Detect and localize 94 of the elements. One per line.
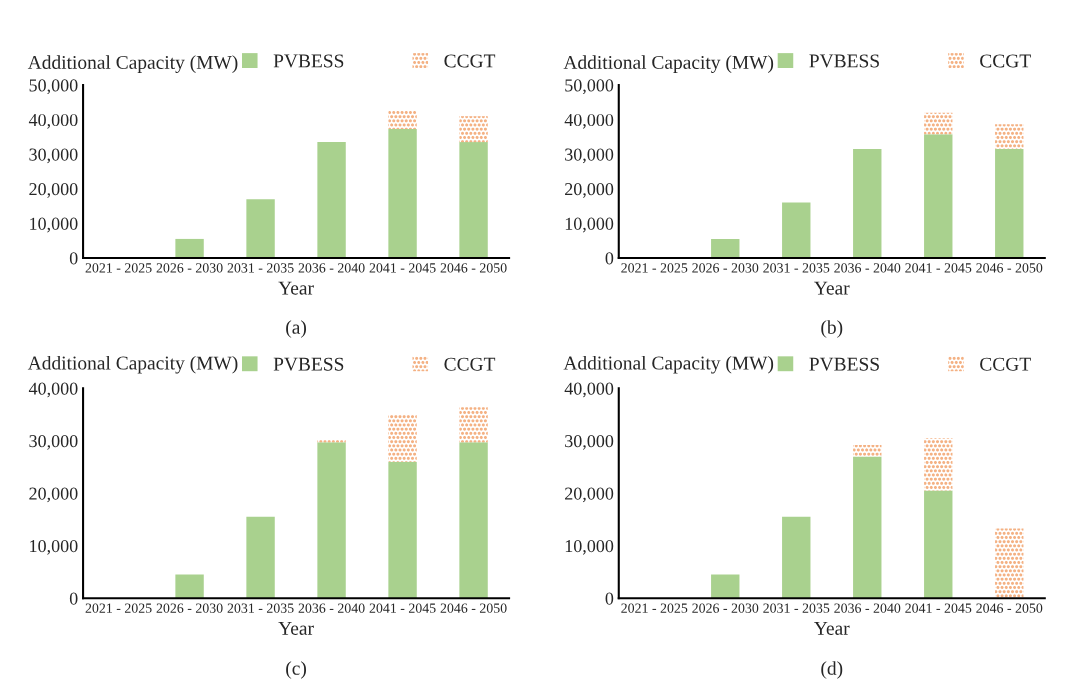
- y-tick-label: 0: [69, 252, 78, 265]
- x-tick-label: 2021 - 2025: [621, 263, 688, 273]
- y-tick-label: 30,000: [29, 148, 78, 164]
- y-tick-label: 40,000: [28, 382, 78, 398]
- bar: [711, 574, 740, 599]
- legend-label: CCGT: [980, 357, 1031, 371]
- bar: [459, 142, 488, 258]
- y-tick-label: 10,000: [30, 539, 78, 555]
- x-tick-label: 2041 - 2045: [905, 603, 972, 613]
- text: (c): [286, 661, 307, 679]
- y-tick-label: 0: [605, 592, 614, 605]
- x-tick-label: 2026 - 2030: [156, 263, 223, 273]
- bar: [853, 456, 882, 599]
- bar: [175, 574, 204, 599]
- x-tick-label: 2041 - 2045: [369, 263, 436, 273]
- y-axis-title: Additional Capacity (MW): [27, 355, 238, 374]
- bar: [782, 516, 811, 599]
- y-tick-label: 10,000: [565, 217, 614, 233]
- x-tick-label: 2026 - 2030: [692, 603, 759, 613]
- text: (a): [286, 320, 307, 338]
- x-tick-label: 2046 - 2050: [976, 263, 1043, 273]
- x-axis-title: Year: [278, 281, 314, 295]
- bar: [246, 516, 275, 599]
- y-tick-label: 30,000: [29, 435, 78, 450]
- x-tick-label: 2041 - 2045: [369, 603, 436, 613]
- x-axis-title: Year: [814, 621, 850, 635]
- bar: [924, 438, 953, 491]
- y-axis-title: Additional Capacity (MW): [563, 355, 774, 374]
- x-tick-label: 2036 - 2040: [834, 263, 901, 273]
- bar: [459, 116, 488, 143]
- x-tick-label: 2021 - 2025: [85, 603, 152, 613]
- y-tick-label: 0: [605, 252, 614, 265]
- bar: [459, 442, 488, 599]
- legend-label: PVBESS: [809, 54, 879, 68]
- y-tick-label: 30,000: [565, 435, 614, 450]
- y-tick-label: 20,000: [565, 183, 614, 198]
- y-tick-label: 40,000: [28, 113, 78, 129]
- x-tick-label: 2031 - 2035: [763, 603, 830, 613]
- bar: [388, 110, 417, 129]
- y-tick-label: 50,000: [565, 79, 614, 95]
- bar: [246, 199, 275, 258]
- bar: [317, 142, 346, 258]
- y-tick-label: 20,000: [565, 487, 614, 503]
- x-tick-label: 2036 - 2040: [834, 603, 901, 613]
- bar: [388, 128, 417, 258]
- bar: [388, 461, 417, 599]
- bar: [853, 444, 882, 457]
- legend-label: CCGT: [444, 357, 496, 371]
- x-tick-label: 2031 - 2035: [763, 263, 830, 273]
- bar: [317, 442, 346, 599]
- legend-label: CCGT: [444, 54, 496, 68]
- y-tick-label: 20,000: [29, 487, 78, 503]
- y-tick-label: 20,000: [29, 183, 78, 198]
- x-tick-label: 2026 - 2030: [156, 603, 223, 613]
- text: (d): [821, 661, 843, 679]
- bar: [924, 134, 953, 258]
- x-tick-label: 2031 - 2035: [227, 263, 294, 273]
- y-tick-label: 30,000: [565, 148, 614, 164]
- x-tick-label: 2041 - 2045: [905, 263, 972, 273]
- x-tick-label: 2046 - 2050: [440, 263, 507, 273]
- legend-label: PVBESS: [273, 357, 344, 371]
- bar: [388, 414, 417, 462]
- x-axis-title: Year: [278, 621, 314, 635]
- y-tick-label: 40,000: [564, 113, 614, 129]
- y-tick-label: 10,000: [30, 217, 78, 233]
- y-tick-label: 10,000: [565, 539, 614, 555]
- x-tick-label: 2036 - 2040: [298, 263, 365, 273]
- bar: [175, 238, 204, 258]
- x-tick-label: 2026 - 2030: [692, 263, 759, 273]
- bar: [924, 490, 953, 599]
- x-tick-label: 2031 - 2035: [227, 603, 294, 613]
- legend-label: PVBESS: [809, 357, 879, 371]
- x-tick-label: 2021 - 2025: [621, 603, 688, 613]
- x-tick-label: 2021 - 2025: [85, 263, 152, 273]
- x-tick-label: 2036 - 2040: [298, 603, 365, 613]
- x-tick-label: 2046 - 2050: [440, 603, 507, 613]
- bar: [995, 528, 1024, 599]
- bar: [782, 202, 811, 258]
- y-tick-label: 0: [69, 592, 78, 605]
- x-tick-label: 2046 - 2050: [976, 603, 1043, 613]
- text: (b): [821, 320, 843, 338]
- y-tick-label: 50,000: [29, 79, 78, 95]
- bar: [459, 407, 488, 443]
- x-axis-title: Year: [814, 281, 850, 295]
- y-tick-label: 40,000: [564, 382, 614, 398]
- y-axis-title: Additional Capacity (MW): [27, 55, 238, 73]
- legend-label: CCGT: [980, 54, 1031, 68]
- legend-label: PVBESS: [273, 54, 344, 68]
- bar: [995, 124, 1024, 150]
- bar: [711, 238, 740, 258]
- bar: [853, 149, 882, 258]
- bar: [924, 112, 953, 135]
- y-axis-title: Additional Capacity (MW): [563, 55, 774, 73]
- bar: [995, 149, 1024, 258]
